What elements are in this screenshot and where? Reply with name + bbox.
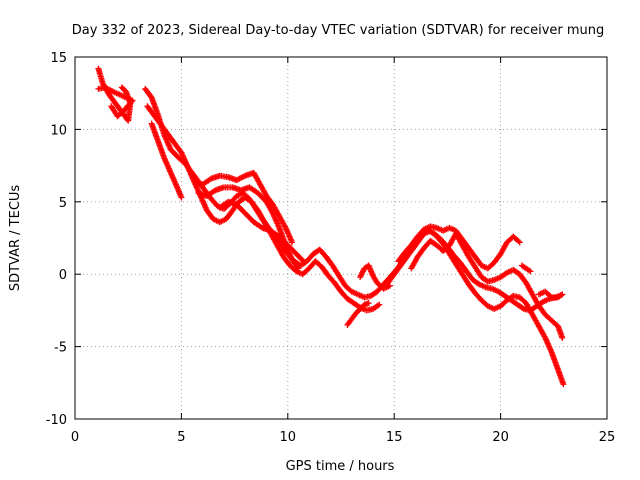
- data-point: [376, 301, 383, 308]
- data-point: [289, 239, 296, 246]
- data-point: [295, 265, 302, 272]
- data-marks: [95, 65, 567, 388]
- series-track-m: [408, 230, 566, 341]
- series-track-i: [344, 300, 372, 328]
- x-tick-label: 15: [386, 430, 403, 445]
- x-tick-label: 5: [177, 430, 185, 445]
- grid: [75, 57, 607, 419]
- data-point: [119, 85, 126, 92]
- data-point: [547, 293, 554, 300]
- axis-ticks: 0 5 10 15 20 25 -10 -5 0 5 10 15: [46, 51, 616, 445]
- plot-frame: [74, 56, 608, 420]
- x-axis-title: GPS time / hours: [286, 459, 395, 474]
- y-tick-label: 0: [59, 268, 67, 283]
- y-tick-label: -5: [54, 341, 67, 356]
- series-track-n: [518, 262, 534, 275]
- chart-title: Day 332 of 2023, Sidereal Day-to-day VTE…: [72, 23, 605, 38]
- series-track-b: [95, 84, 136, 120]
- data-point: [375, 302, 382, 309]
- data-point: [516, 239, 523, 246]
- series-track-k: [382, 227, 567, 388]
- data-point: [560, 381, 567, 388]
- x-tick-label: 10: [280, 430, 297, 445]
- y-tick-label: 15: [50, 51, 67, 66]
- data-point: [118, 84, 125, 91]
- series-track-f: [191, 169, 296, 246]
- data-point: [108, 103, 115, 110]
- data-point: [519, 305, 526, 312]
- x-tick-label: 25: [599, 430, 616, 445]
- data-point: [559, 291, 566, 298]
- y-tick-label: -10: [46, 413, 67, 428]
- data-point: [365, 300, 372, 307]
- x-tick-label: 20: [492, 430, 509, 445]
- series-track-c: [142, 85, 566, 314]
- series-track-j: [357, 262, 393, 292]
- data-point: [527, 268, 534, 275]
- data-point: [301, 259, 308, 266]
- x-tick-label: 0: [71, 430, 79, 445]
- data-point: [515, 238, 522, 245]
- y-tick-label: 10: [50, 123, 67, 138]
- series-track-d: [144, 103, 383, 314]
- series-track-l: [395, 223, 523, 272]
- series-track-e: [148, 120, 185, 201]
- series-track-h: [216, 198, 308, 266]
- series-track-o: [535, 288, 566, 301]
- data-point: [559, 334, 566, 341]
- data-point: [294, 264, 301, 271]
- data-point: [178, 194, 185, 201]
- y-tick-label: 5: [59, 196, 67, 211]
- y-axis-title: SDTVAR / TECUs: [8, 185, 23, 292]
- data-point: [300, 258, 307, 265]
